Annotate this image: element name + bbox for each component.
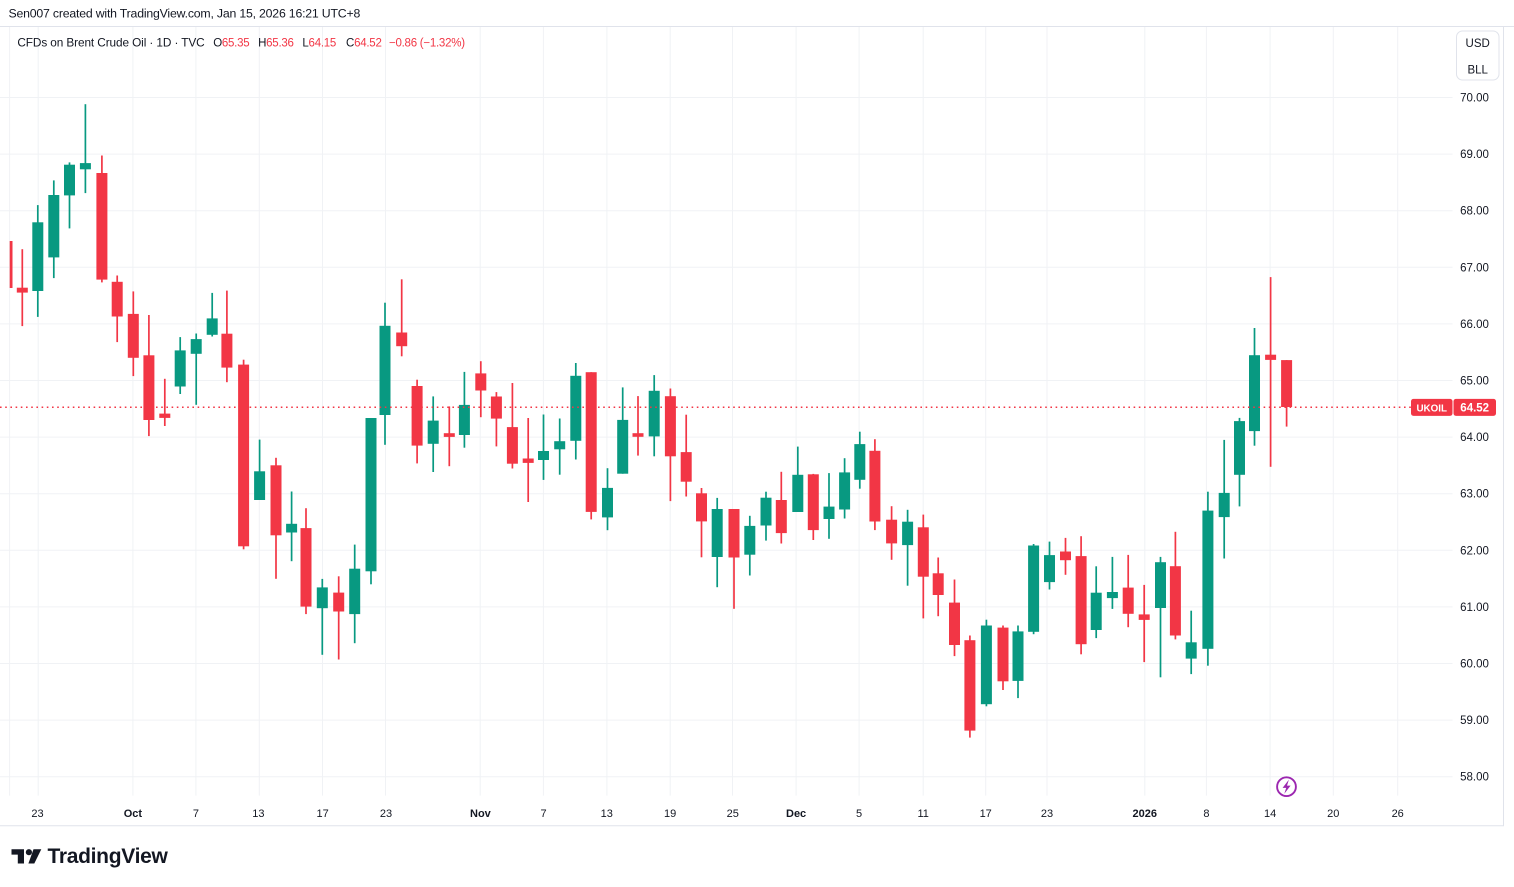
svg-text:66.00: 66.00: [1460, 319, 1489, 331]
svg-text:14: 14: [1264, 808, 1276, 820]
svg-text:CFDs on Brent Crude Oil · 1D ·: CFDs on Brent Crude Oil · 1D · TVC: [17, 36, 205, 50]
svg-text:C64.52: C64.52: [346, 38, 382, 50]
svg-text:13: 13: [252, 808, 264, 820]
svg-text:17: 17: [316, 808, 328, 820]
svg-text:UKOIL: UKOIL: [1416, 403, 1446, 414]
svg-text:17: 17: [980, 808, 992, 820]
svg-text:19: 19: [664, 808, 676, 820]
svg-text:Nov: Nov: [470, 808, 492, 820]
svg-text:64.00: 64.00: [1460, 432, 1489, 444]
svg-text:8: 8: [1203, 808, 1209, 820]
svg-text:Dec: Dec: [786, 808, 806, 820]
svg-text:23: 23: [380, 808, 392, 820]
svg-text:O65.35: O65.35: [213, 38, 249, 50]
svg-text:TradingView: TradingView: [48, 845, 169, 868]
svg-text:Oct: Oct: [124, 808, 143, 820]
svg-text:13: 13: [601, 808, 613, 820]
svg-text:65.00: 65.00: [1460, 376, 1489, 388]
svg-text:64.52: 64.52: [1460, 403, 1489, 415]
svg-text:62.00: 62.00: [1460, 545, 1489, 557]
svg-text:69.00: 69.00: [1460, 149, 1489, 161]
svg-text:68.00: 68.00: [1460, 206, 1489, 218]
svg-text:26: 26: [1392, 808, 1404, 820]
svg-text:Sen007 created with TradingVie: Sen007 created with TradingView.com, Jan…: [9, 7, 361, 21]
svg-text:−0.86 (−1.32%): −0.86 (−1.32%): [389, 38, 465, 50]
svg-text:25: 25: [727, 808, 739, 820]
svg-text:58.00: 58.00: [1460, 772, 1489, 784]
svg-text:11: 11: [917, 808, 928, 820]
svg-text:7: 7: [193, 808, 199, 820]
svg-text:61.00: 61.00: [1460, 602, 1489, 614]
svg-text:BLL: BLL: [1467, 65, 1488, 77]
svg-text:2026: 2026: [1133, 808, 1157, 820]
svg-text:23: 23: [31, 808, 43, 820]
svg-text:5: 5: [856, 808, 862, 820]
svg-text:67.00: 67.00: [1460, 262, 1489, 274]
svg-text:7: 7: [541, 808, 547, 820]
svg-text:63.00: 63.00: [1460, 489, 1489, 501]
svg-text:20: 20: [1327, 808, 1339, 820]
svg-text:60.00: 60.00: [1460, 659, 1489, 671]
svg-text:L64.15: L64.15: [302, 38, 336, 50]
svg-text:59.00: 59.00: [1460, 715, 1489, 727]
svg-text:70.00: 70.00: [1460, 93, 1489, 105]
svg-text:USD: USD: [1466, 38, 1490, 50]
svg-text:H65.36: H65.36: [258, 38, 294, 50]
svg-text:23: 23: [1041, 808, 1053, 820]
